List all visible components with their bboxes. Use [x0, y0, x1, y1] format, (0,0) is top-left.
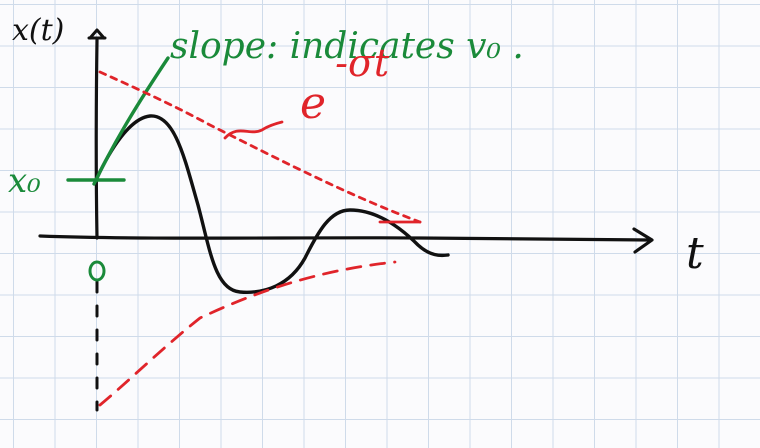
origin-mark: [88, 260, 106, 282]
slope-note: slope: indicates v₀ .: [170, 26, 524, 67]
x-axis: [94, 38, 99, 240]
y-axis-label: x(t): [12, 13, 64, 48]
envelope-exponent: -σt: [335, 41, 390, 85]
t-axis: [38, 234, 652, 242]
initial-slope-line: [92, 56, 170, 186]
initial-value-label: x₀: [8, 161, 41, 201]
x-axis-arrowhead: [87, 28, 107, 40]
t-axis-arrowhead: [632, 227, 654, 254]
lower-envelope: [98, 260, 397, 407]
origin-label: 0: [91, 262, 105, 280]
envelope-connector-squiggle: [223, 120, 284, 140]
upper-envelope: [98, 70, 422, 224]
damped-oscillation-curve: [95, 114, 450, 294]
envelope-base: e: [300, 78, 326, 129]
envelope-label: e -σt: [300, 41, 390, 129]
x-axis-label: t: [686, 228, 704, 279]
